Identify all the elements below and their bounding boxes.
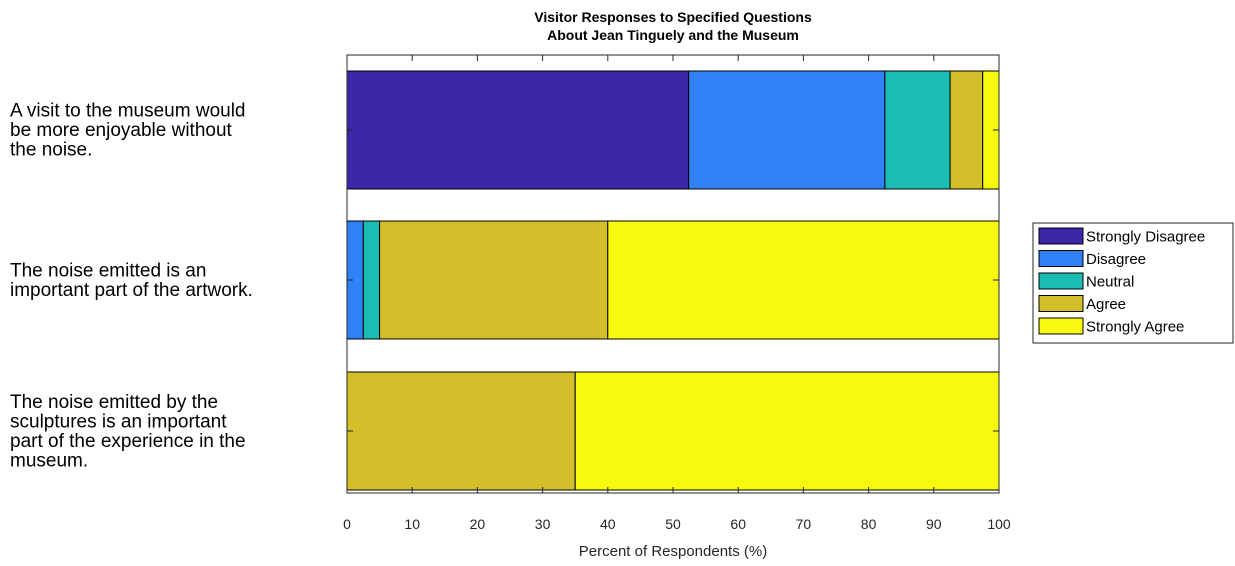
category-label-line: be more enjoyable without bbox=[10, 120, 233, 141]
bar-segment-q2-s3 bbox=[362, 220, 381, 340]
category-label-line: part of the experience in the bbox=[10, 431, 246, 452]
legend-label: Neutral bbox=[1086, 274, 1134, 291]
x-axis-label: Percent of Respondents (%) bbox=[579, 543, 767, 560]
category-label-line: The noise emitted is an bbox=[10, 260, 206, 281]
bar-segment-q1-s1 bbox=[346, 70, 690, 190]
category-label: A visit to the museum would be more enjoy… bbox=[10, 101, 246, 161]
chart-title-line: About Jean Tinguely and the Museum bbox=[547, 27, 799, 43]
category-label-line: important part of the artwork. bbox=[10, 280, 253, 301]
legend-swatch bbox=[1038, 250, 1084, 267]
legend-label: Strongly Agree bbox=[1086, 319, 1184, 336]
x-tick-label: 20 bbox=[470, 516, 486, 532]
category-label-line: museum. bbox=[10, 450, 88, 471]
x-tick-label: 10 bbox=[404, 516, 420, 532]
legend-swatch bbox=[1038, 317, 1084, 335]
x-tick-label: 100 bbox=[987, 516, 1011, 532]
legend-label: Agree bbox=[1086, 296, 1126, 313]
category-label: The noise emitted by the sculptures is an… bbox=[10, 392, 246, 472]
x-tick-label: 40 bbox=[600, 516, 616, 532]
bar-segment-q3-s4 bbox=[346, 371, 576, 491]
bar-segment-q3-s5 bbox=[574, 371, 1000, 491]
x-tick-label: 80 bbox=[861, 516, 877, 532]
x-tick-label: 70 bbox=[796, 516, 812, 532]
x-tick-label: 90 bbox=[926, 516, 942, 532]
bar-segment-q1-s4 bbox=[949, 70, 984, 190]
category-label-line: sculptures is an important bbox=[10, 411, 227, 432]
legend-swatch bbox=[1038, 272, 1084, 290]
bar-segment-q2-s4 bbox=[379, 220, 609, 340]
bar-segment-q1-s2 bbox=[688, 70, 886, 190]
category-label: The noise emitted is an important part of… bbox=[10, 260, 253, 301]
bar-segment-q2-s5 bbox=[607, 220, 1000, 340]
category-label-line: The noise emitted by the bbox=[10, 392, 218, 413]
x-tick-label: 0 bbox=[343, 516, 351, 532]
legend-label: Disagree bbox=[1086, 251, 1146, 268]
legend-swatch bbox=[1038, 227, 1084, 245]
bar-segment-q1-s3 bbox=[884, 70, 951, 190]
legend-swatch bbox=[1038, 295, 1084, 312]
x-tick-label: 30 bbox=[535, 516, 551, 532]
x-tick-label: 60 bbox=[730, 516, 746, 532]
category-label-line: A visit to the museum would bbox=[10, 101, 246, 122]
category-label-line: the noise. bbox=[10, 140, 92, 161]
chart-title-line: Visitor Responses to Specified Questions bbox=[534, 9, 812, 25]
legend-label: Strongly Disagree bbox=[1086, 229, 1205, 246]
x-tick-label: 50 bbox=[665, 516, 681, 532]
